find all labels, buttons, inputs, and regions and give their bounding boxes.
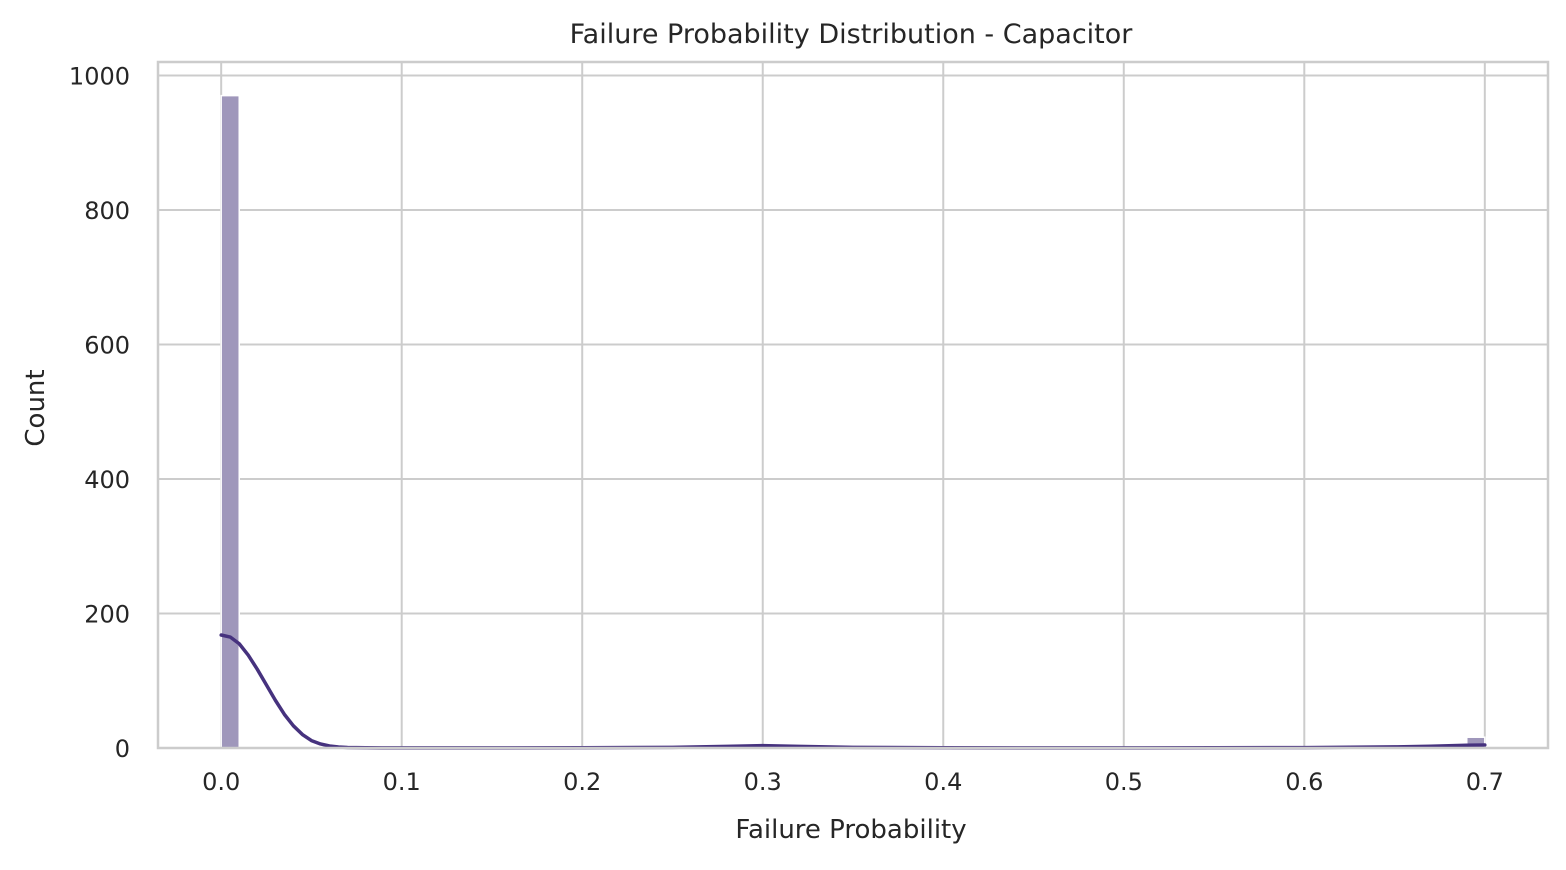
y-tick-label: 0 <box>115 735 130 763</box>
histogram-bar <box>220 94 240 749</box>
tick-layer: 0.0 0.1 0.2 0.3 0.4 0.5 0.6 0.7 0 200 400 600 800 100… <box>69 62 1504 796</box>
y-tick-label: 600 <box>84 331 130 359</box>
y-tick-label: 800 <box>84 197 130 225</box>
x-axis-label: Failure Probability <box>735 815 966 845</box>
kde-layer <box>219 633 1487 750</box>
plot-frame <box>156 60 1550 750</box>
bar-layer <box>220 94 1486 749</box>
x-tick-label: 0.5 <box>1105 768 1143 796</box>
chart-title: Failure Probability Distribution - Capac… <box>570 19 1134 50</box>
grid-layer <box>158 62 1548 749</box>
y-axis-label: Count <box>21 369 51 446</box>
y-tick-label: 200 <box>84 600 130 628</box>
x-tick-label: 0.1 <box>383 768 421 796</box>
x-tick-label: 0.6 <box>1285 768 1323 796</box>
x-tick-label: 0.4 <box>924 768 962 796</box>
x-tick-label: 0.0 <box>202 768 240 796</box>
y-tick-label: 1000 <box>69 62 130 90</box>
y-tick-label: 400 <box>84 466 130 494</box>
x-tick-label: 0.3 <box>744 768 782 796</box>
spine-layer <box>156 60 1550 750</box>
x-tick-label: 0.7 <box>1466 768 1504 796</box>
kde-line <box>219 633 1487 750</box>
x-tick-label: 0.2 <box>563 768 601 796</box>
